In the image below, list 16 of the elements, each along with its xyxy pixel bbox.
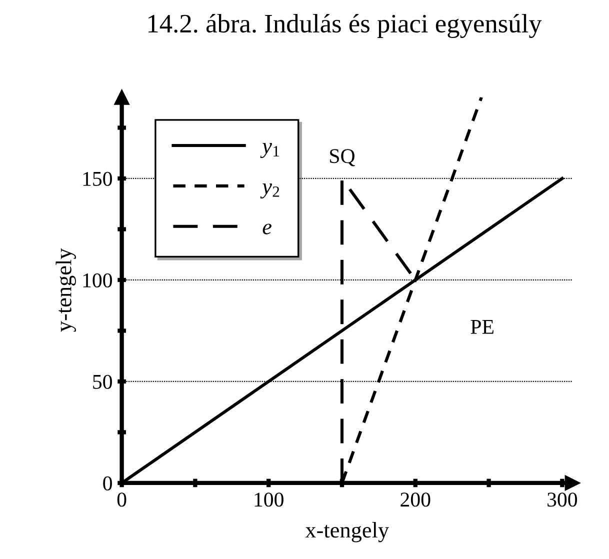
x-tick-label: 300 (548, 492, 578, 507)
chart-title: 14.2. ábra. Indulás és piaci egyensúly (148, 14, 542, 38)
y-axis-title: y-tengely (56, 248, 76, 332)
annotation: SQ (330, 149, 355, 166)
legend-label: e (262, 224, 272, 234)
x-axis-title: x-tengely (305, 522, 389, 542)
y-tick-label: 150 (83, 172, 112, 186)
annotation: PE (470, 320, 494, 334)
x-tick-label: 0 (117, 492, 126, 507)
x-tick-label: 200 (400, 492, 430, 507)
y-tick-label: 0 (103, 476, 112, 490)
y-tick-label: 50 (93, 374, 112, 389)
x-tick-label: 100 (254, 492, 284, 507)
y-tick-label: 100 (83, 273, 112, 288)
legend-label: y$_{1}$ (260, 143, 279, 158)
legend-label: y$_{2}$ (260, 184, 280, 198)
